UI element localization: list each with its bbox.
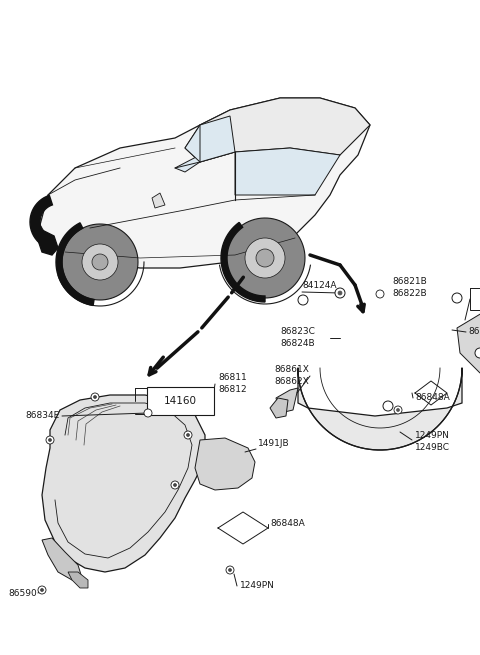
Circle shape: [383, 401, 393, 411]
Polygon shape: [235, 148, 340, 195]
Text: 86590: 86590: [8, 588, 37, 597]
Circle shape: [228, 569, 231, 572]
Circle shape: [376, 290, 384, 298]
Text: 86862X: 86862X: [274, 377, 309, 386]
Text: 14160: 14160: [164, 396, 196, 406]
Polygon shape: [276, 388, 298, 413]
Text: 1249PN: 1249PN: [415, 430, 450, 440]
Circle shape: [173, 483, 177, 487]
Polygon shape: [457, 313, 480, 373]
Bar: [470, 288, 480, 310]
Polygon shape: [175, 152, 235, 172]
Circle shape: [92, 254, 108, 270]
Circle shape: [40, 588, 44, 591]
Circle shape: [48, 438, 51, 441]
Text: 86824B: 86824B: [280, 339, 314, 348]
Polygon shape: [270, 398, 288, 418]
Circle shape: [94, 396, 96, 398]
Circle shape: [335, 288, 345, 298]
Polygon shape: [185, 98, 370, 162]
Text: 1249BC: 1249BC: [415, 443, 450, 451]
Polygon shape: [68, 572, 88, 588]
Circle shape: [298, 295, 308, 305]
Polygon shape: [42, 395, 205, 572]
Polygon shape: [195, 438, 255, 490]
Text: 86822B: 86822B: [392, 290, 427, 299]
Circle shape: [38, 586, 46, 594]
Polygon shape: [225, 218, 305, 298]
Text: 86812: 86812: [218, 386, 247, 394]
Polygon shape: [40, 98, 370, 268]
Text: 86848A: 86848A: [270, 519, 305, 529]
Circle shape: [394, 406, 402, 414]
Polygon shape: [42, 538, 82, 580]
FancyBboxPatch shape: [147, 387, 214, 415]
Polygon shape: [62, 224, 138, 300]
Circle shape: [256, 249, 274, 267]
Polygon shape: [152, 193, 165, 208]
Circle shape: [82, 244, 118, 280]
Circle shape: [475, 348, 480, 358]
Circle shape: [187, 434, 190, 436]
Circle shape: [245, 238, 285, 278]
Circle shape: [46, 436, 54, 444]
Text: 1491JB: 1491JB: [258, 438, 289, 447]
Text: 86823C: 86823C: [280, 328, 315, 337]
Circle shape: [396, 409, 399, 411]
Polygon shape: [185, 116, 235, 162]
Polygon shape: [56, 223, 94, 305]
Circle shape: [226, 566, 234, 574]
Polygon shape: [298, 368, 462, 450]
Text: 84124A: 84124A: [302, 280, 336, 290]
Polygon shape: [38, 230, 58, 255]
Polygon shape: [30, 195, 52, 249]
Circle shape: [338, 291, 342, 295]
Circle shape: [144, 409, 152, 417]
Text: 86848A: 86848A: [415, 394, 450, 403]
Circle shape: [171, 481, 179, 489]
Text: 86861X: 86861X: [274, 365, 309, 375]
Circle shape: [91, 393, 99, 401]
Circle shape: [184, 431, 192, 439]
Polygon shape: [221, 223, 265, 302]
Circle shape: [452, 293, 462, 303]
Text: 86834E: 86834E: [26, 411, 60, 421]
Text: 1249PN: 1249PN: [240, 582, 275, 591]
Text: 86825A: 86825A: [468, 328, 480, 337]
Text: 86821B: 86821B: [392, 278, 427, 286]
Text: 86811: 86811: [218, 373, 247, 383]
